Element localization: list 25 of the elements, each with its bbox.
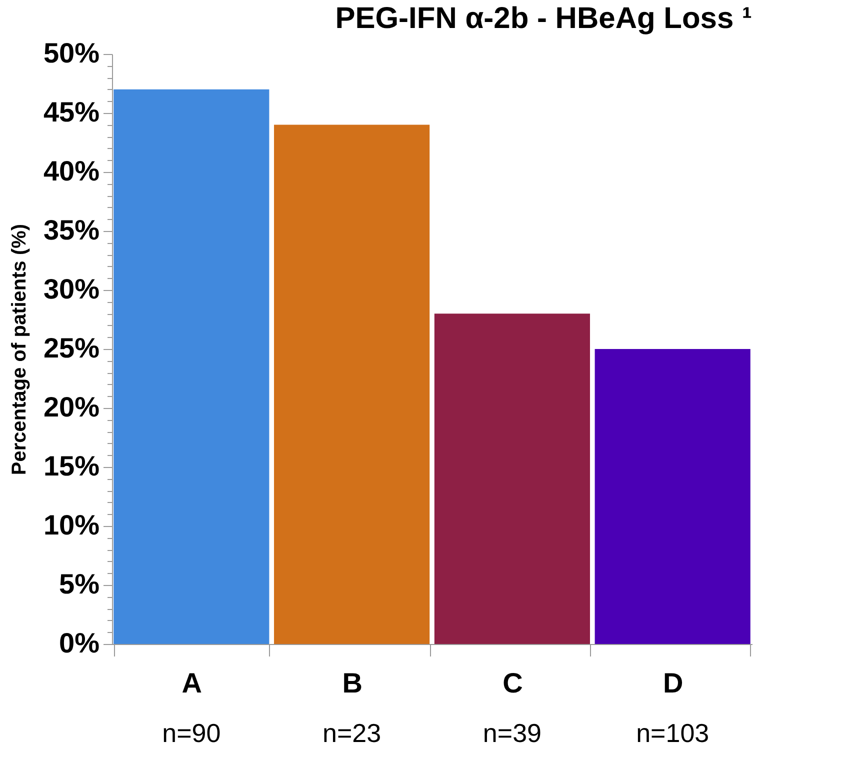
y-tick-label: 45% <box>43 96 100 128</box>
bar <box>594 349 750 644</box>
y-tick-label: 10% <box>43 510 100 540</box>
text: n=90 <box>162 718 221 748</box>
text: n=103 <box>636 718 710 748</box>
x-tick-label: A <box>182 668 202 698</box>
chart-title: PEG-IFN α-2b - HBeAg Loss ¹ <box>335 2 752 35</box>
y-tick-label: 25% <box>43 332 100 364</box>
bar <box>434 314 590 644</box>
y-tick-label: 50% <box>43 38 100 68</box>
bar <box>274 124 430 644</box>
y-tick-label: 35% <box>43 214 100 246</box>
y-tick-label: 30% <box>43 274 100 304</box>
y-tick-label: 5% <box>59 568 100 600</box>
y-axis-title: Percentage of patients (%) <box>8 224 30 476</box>
x-tick-label: C <box>502 668 523 698</box>
x-tick-label: D <box>662 668 684 698</box>
y-tick-label: 0% <box>59 628 100 658</box>
x-tick-label: B <box>342 668 362 698</box>
y-tick-label: 15% <box>43 450 100 482</box>
y-tick-label: 20% <box>43 392 100 422</box>
text: n=39 <box>482 718 542 748</box>
bar <box>114 89 270 644</box>
y-tick-label: 40% <box>43 156 100 186</box>
text: n=23 <box>322 718 382 748</box>
